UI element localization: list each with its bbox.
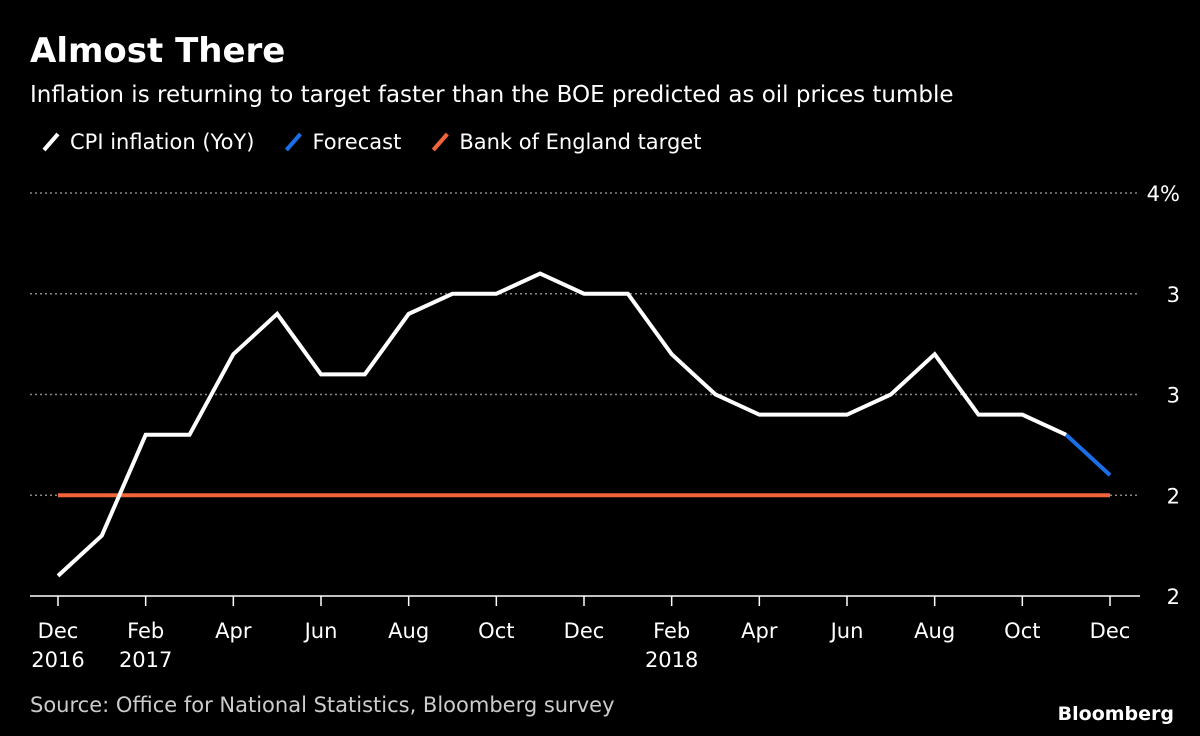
y-tick-label: 2: [1167, 585, 1180, 609]
x-tick-label: Feb 2018: [645, 619, 698, 672]
x-tick-label: Dec 2016: [31, 619, 84, 672]
legend-swatch: [42, 132, 60, 152]
x-tick-label: Feb 2017: [119, 619, 172, 672]
x-tick-label: Jun: [829, 619, 864, 643]
x-tick-label: Oct: [478, 619, 514, 643]
chart-title: Almost There: [30, 31, 285, 71]
source: Source: Office for National Statistics, …: [30, 693, 615, 717]
y-tick-label: 3: [1167, 283, 1180, 307]
x-tick-label: Apr: [215, 619, 252, 643]
y-tick-label: 3: [1167, 384, 1180, 408]
y-tick-label: 4%: [1147, 182, 1180, 206]
legend-label: Bank of England target: [459, 130, 701, 154]
legend-swatch: [284, 132, 302, 152]
chart-subtitle: Inflation is returning to target faster …: [30, 82, 954, 108]
x-tick-label: Aug: [914, 619, 955, 643]
legend-label: CPI inflation (YoY): [70, 130, 254, 154]
brand: Bloomberg: [1058, 703, 1174, 725]
x-tick-label: Dec: [564, 619, 605, 643]
x-tick-label: Apr: [741, 619, 778, 643]
x-tick-label: Dec: [1090, 619, 1131, 643]
x-tick-label: Aug: [388, 619, 429, 643]
x-tick-label: Oct: [1004, 619, 1040, 643]
legend-label: Forecast: [312, 130, 401, 154]
series-line: [56, 271, 1068, 578]
y-tick-label: 2: [1167, 484, 1180, 508]
x-tick-label: Jun: [303, 619, 338, 643]
legend-swatch: [431, 132, 449, 152]
series-line: [1064, 433, 1112, 477]
